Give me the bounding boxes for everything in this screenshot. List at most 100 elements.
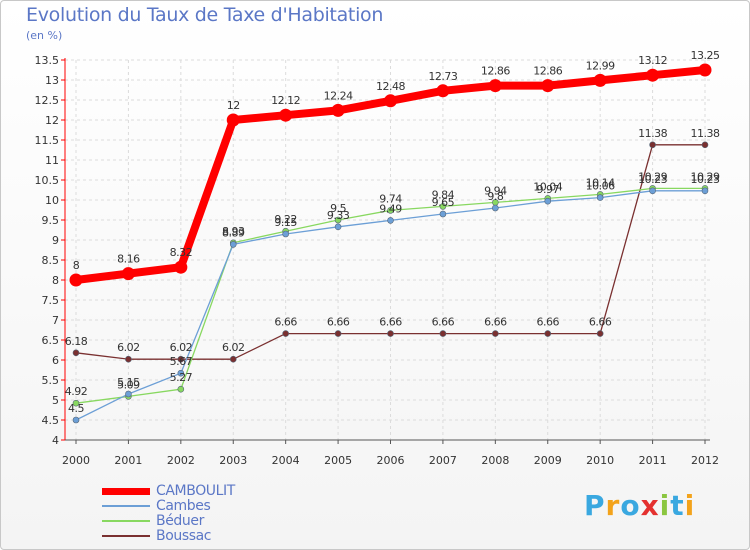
data-point [331, 103, 345, 117]
data-label: 9.22 [274, 213, 297, 226]
y-tick-label: 7 [52, 314, 59, 327]
data-point [596, 194, 604, 201]
data-label: 9.74 [379, 192, 402, 205]
data-point [387, 330, 394, 337]
data-label: 6.66 [484, 316, 507, 329]
data-point [69, 273, 83, 287]
data-point [649, 187, 656, 195]
y-tick-label: 6.5 [42, 334, 60, 347]
data-label: 12.73 [428, 70, 457, 83]
data-label: 10.29 [638, 170, 667, 183]
data-point [279, 108, 293, 122]
data-point [177, 385, 185, 393]
proxiti-logo: Proxiti [584, 489, 695, 522]
data-label: 8.16 [117, 253, 140, 266]
y-tick-label: 9.5 [42, 214, 60, 227]
y-tick-label: 8.5 [42, 254, 60, 267]
y-tick-label: 6 [52, 354, 59, 367]
data-label: 6.66 [379, 316, 402, 329]
data-label: 10.06 [586, 180, 615, 193]
y-tick-label: 10.5 [35, 174, 60, 187]
series-layer [69, 63, 712, 424]
data-label: 10.14 [586, 176, 615, 189]
x-tick-label: 2004 [272, 454, 300, 467]
data-label: 9.33 [327, 209, 350, 222]
y-tick-label: 9 [52, 234, 59, 247]
data-label: 13.12 [638, 54, 667, 67]
legend-swatch [102, 505, 150, 507]
x-tick-label: 2006 [377, 454, 405, 467]
data-label: 5.67 [170, 355, 193, 368]
data-label: 11.38 [691, 127, 720, 140]
data-label: 9.84 [432, 188, 455, 201]
x-tick-label: 2001 [114, 454, 142, 467]
x-tick-label: 2010 [586, 454, 614, 467]
data-point [387, 207, 394, 214]
x-tick-label: 2003 [219, 454, 247, 467]
logo-letter: i [684, 489, 696, 522]
data-label: 12.48 [376, 80, 405, 93]
y-tick-label: 5.5 [42, 374, 60, 387]
data-point [177, 355, 185, 363]
data-point [387, 217, 394, 224]
data-point [125, 390, 132, 398]
y-tick-label: 5 [52, 394, 59, 407]
data-label: 12.86 [481, 65, 510, 78]
chart-title: Evolution du Taux de Taxe d'Habitation [26, 4, 384, 26]
data-label: 4.5 [68, 402, 84, 415]
y-tick-label: 4.5 [42, 414, 60, 427]
data-label: 9.8 [487, 190, 503, 203]
data-label: 8.89 [222, 226, 245, 239]
logo-letter: x [640, 489, 660, 522]
data-point [596, 330, 604, 337]
data-label: 9.15 [274, 216, 297, 229]
data-label: 6.02 [117, 341, 140, 354]
x-tick-label: 2005 [324, 454, 352, 467]
grid [65, 59, 710, 441]
data-point [593, 73, 607, 87]
data-label: 13.25 [691, 49, 720, 62]
data-label: 5.15 [117, 376, 140, 389]
data-label: 4.92 [65, 385, 88, 398]
data-label: 6.18 [65, 335, 88, 348]
data-label: 5.09 [117, 378, 140, 391]
data-point [646, 68, 660, 82]
data-label: 6.02 [222, 341, 245, 354]
y-tick-label: 8 [52, 274, 59, 287]
y-tick-label: 12.5 [35, 94, 60, 107]
data-label: 12 [227, 99, 240, 112]
data-label: 6.66 [432, 316, 455, 329]
data-label: 8.32 [170, 246, 193, 259]
data-label: 6.66 [274, 316, 297, 329]
data-point [439, 203, 447, 210]
data-point [121, 267, 135, 281]
legend-swatch [102, 487, 150, 495]
data-point [226, 113, 240, 127]
logo-letter: i [659, 489, 671, 522]
x-tick-label: 2011 [639, 454, 667, 467]
data-label: 9.5 [330, 202, 346, 215]
data-point [488, 79, 502, 93]
data-label: 6.66 [327, 316, 350, 329]
axes: 4 4.5 5 5.5 6 6.5 7 7.5 8 8.5 9 9.5 10 10.5 11 11.5 12 12… [35, 54, 720, 467]
data-point [229, 355, 237, 363]
legend-swatch [102, 535, 150, 537]
y-tick-label: 12 [45, 114, 59, 127]
data-point [72, 349, 80, 357]
data-point [439, 330, 447, 337]
data-point [544, 330, 552, 337]
data-point [492, 204, 499, 212]
data-label: 5.27 [170, 371, 193, 384]
data-point [541, 79, 555, 93]
x-tick-label: 2012 [691, 454, 719, 467]
data-point [282, 330, 289, 337]
x-tick-label: 2009 [534, 454, 562, 467]
data-point [334, 223, 342, 231]
data-label: 8 [73, 259, 80, 272]
data-point [439, 210, 447, 218]
logo-letter: P [584, 489, 606, 522]
data-point [334, 216, 342, 224]
data-label: 10.29 [691, 170, 720, 183]
data-label: 12.12 [271, 94, 300, 107]
